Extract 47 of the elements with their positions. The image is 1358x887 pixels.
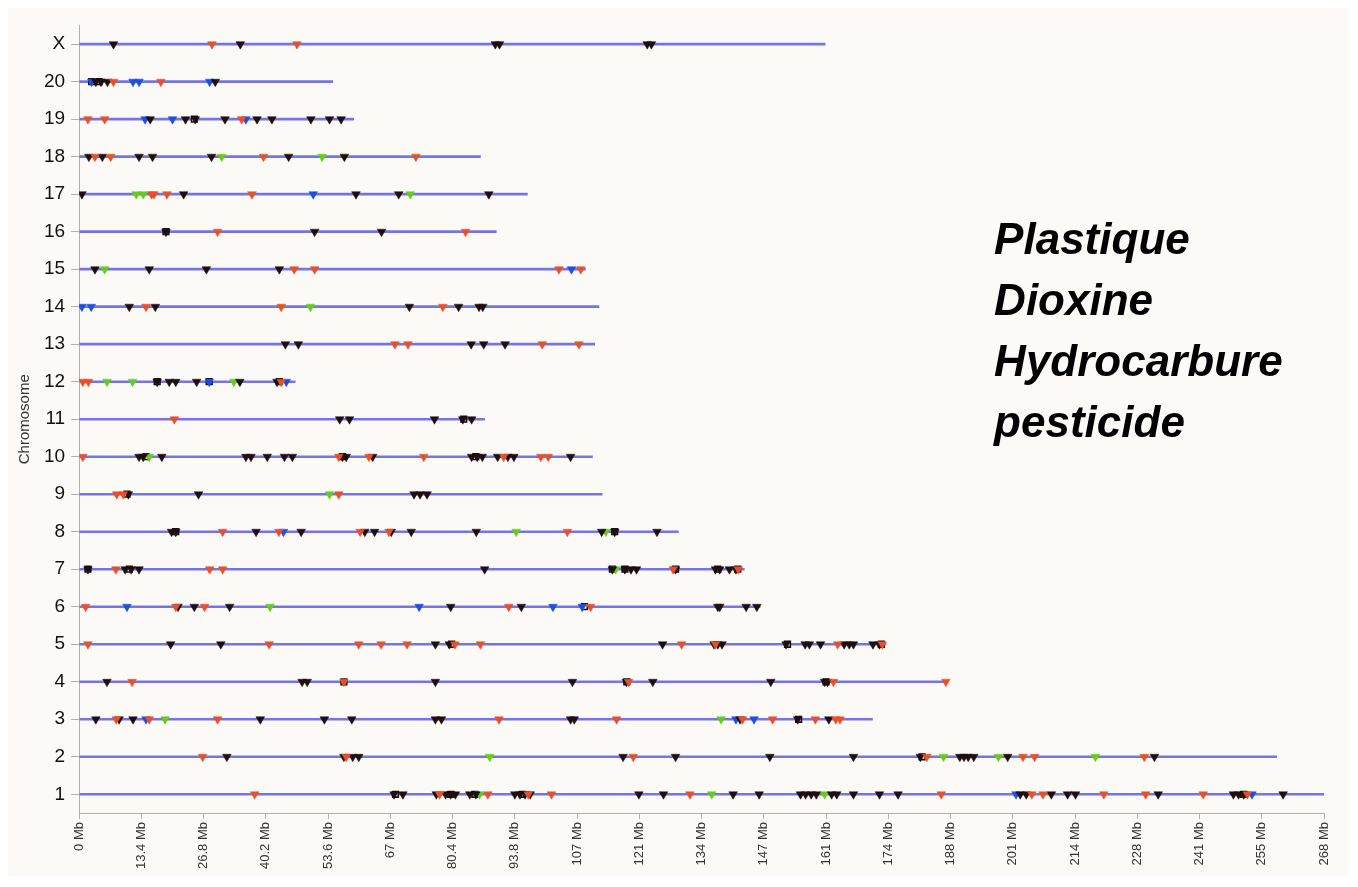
x-tick-label: 214 Mb bbox=[1066, 822, 1082, 866]
x-tick-label: 255 Mb bbox=[1253, 822, 1269, 866]
x-tick-label: 121 Mb bbox=[630, 822, 646, 866]
y-tick-label: 5 bbox=[54, 632, 66, 654]
y-tick-label: 8 bbox=[54, 519, 66, 541]
y-tick-label: 14 bbox=[43, 294, 66, 316]
y-tick-label: 17 bbox=[43, 182, 66, 204]
x-tick-label: 241 Mb bbox=[1191, 822, 1207, 866]
y-tick-label: 6 bbox=[54, 594, 66, 616]
x-tick-label: 161 Mb bbox=[817, 822, 833, 866]
annotation: pesticide bbox=[993, 396, 1185, 446]
x-tick-label: 80.4 Mb bbox=[444, 822, 460, 870]
y-tick-label: X bbox=[52, 32, 66, 54]
y-tick-label: 1 bbox=[54, 782, 66, 804]
x-tick-label: 188 Mb bbox=[942, 822, 958, 866]
x-tick-label: 13.4 Mb bbox=[132, 822, 148, 870]
annotation: Hydrocarbure bbox=[994, 335, 1283, 385]
y-tick-label: 12 bbox=[43, 369, 66, 391]
annotation: Dioxine bbox=[994, 274, 1154, 324]
x-tick-label: 268 Mb bbox=[1315, 822, 1331, 866]
y-tick-label: 4 bbox=[54, 669, 66, 691]
y-tick-label: 3 bbox=[54, 707, 66, 729]
x-tick-label: 40.2 Mb bbox=[257, 822, 273, 870]
y-tick-label: 16 bbox=[43, 219, 66, 241]
x-tick-label: 228 Mb bbox=[1128, 822, 1144, 866]
y-tick-label: 13 bbox=[43, 332, 66, 354]
y-axis-title: Chromosome bbox=[15, 374, 33, 465]
y-tick-label: 15 bbox=[43, 257, 66, 279]
x-tick-label: 26.8 Mb bbox=[195, 822, 211, 870]
y-tick-label: 10 bbox=[43, 444, 66, 466]
x-tick-label: 93.8 Mb bbox=[506, 822, 522, 870]
x-tick-label: 174 Mb bbox=[879, 822, 895, 866]
y-tick-label: 11 bbox=[45, 407, 66, 429]
y-tick-label: 2 bbox=[54, 745, 66, 766]
y-tick-label: 19 bbox=[43, 107, 66, 129]
x-tick-label: 0 Mb bbox=[70, 822, 86, 851]
annotation: Plastique bbox=[994, 213, 1190, 263]
x-tick-label: 201 Mb bbox=[1004, 822, 1020, 866]
x-tick-label: 53.6 Mb bbox=[319, 822, 335, 870]
y-tick-label: 7 bbox=[54, 557, 66, 579]
y-tick-label: 18 bbox=[43, 144, 66, 166]
y-tick-label: 20 bbox=[43, 69, 66, 91]
x-tick-label: 107 Mb bbox=[568, 822, 584, 866]
y-tick-label: 9 bbox=[54, 482, 66, 504]
x-tick-label: 134 Mb bbox=[693, 822, 709, 866]
x-tick-label: 147 Mb bbox=[755, 822, 771, 866]
x-tick-label: 67 Mb bbox=[381, 822, 397, 859]
